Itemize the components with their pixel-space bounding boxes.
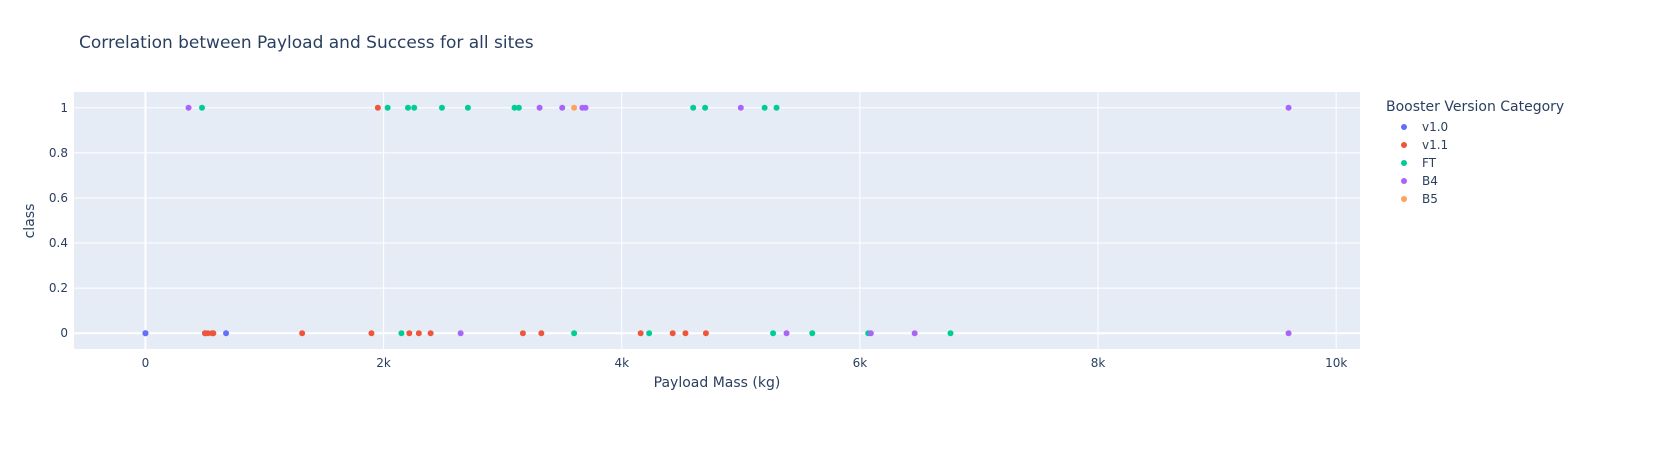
y-tick-label: 0.2: [49, 281, 68, 295]
legend-item-b5: B5: [1401, 192, 1438, 206]
legend-marker: [1401, 124, 1407, 130]
data-point-b4: [867, 330, 874, 337]
data-point-b4: [185, 104, 192, 111]
legend-item-ft: FT: [1401, 156, 1437, 170]
y-axis-ticks: 0 0.2 0.4 0.6 0.8 1: [49, 101, 68, 340]
x-tick-label: 4k: [614, 356, 629, 370]
data-point-v1-1: [210, 330, 217, 337]
legend-item-v1-1: v1.1: [1401, 138, 1448, 152]
legend-label: B5: [1422, 192, 1438, 206]
data-point-b4: [457, 330, 464, 337]
data-point-v1-1: [374, 104, 381, 111]
legend-marker: [1401, 196, 1407, 202]
y-tick-label: 0.8: [49, 146, 68, 160]
data-point-v1-1: [299, 330, 306, 337]
data-point-v1-1: [406, 330, 413, 337]
data-point-v1-1: [682, 330, 689, 337]
data-point-b5: [571, 104, 578, 111]
legend-marker: [1401, 178, 1407, 184]
y-axis-label: class: [22, 204, 38, 239]
legend-label: v1.1: [1422, 138, 1448, 152]
y-tick-label: 0.6: [49, 191, 68, 205]
data-point-b4: [911, 330, 918, 337]
data-point-ft: [690, 104, 697, 111]
data-point-v1-1: [637, 330, 644, 337]
data-point-ft: [947, 330, 954, 337]
data-point-v1-0: [223, 330, 230, 337]
y-tick-label: 0.4: [49, 236, 68, 250]
data-point-ft: [702, 104, 709, 111]
legend-label: v1.0: [1422, 120, 1448, 134]
data-point-b4: [737, 104, 744, 111]
legend-label: FT: [1422, 156, 1437, 170]
data-point-v1-1: [368, 330, 375, 337]
data-point-ft: [770, 330, 777, 337]
x-tick-label: 6k: [853, 356, 868, 370]
data-point-ft: [511, 104, 518, 111]
data-point-ft: [199, 104, 206, 111]
data-point-ft: [411, 104, 418, 111]
data-point-ft: [761, 104, 768, 111]
data-point-ft: [773, 104, 780, 111]
data-point-v1-0: [142, 330, 149, 337]
x-tick-label: 8k: [1091, 356, 1106, 370]
legend-item-v1-0: v1.0: [1401, 120, 1448, 134]
data-point-b4: [783, 330, 790, 337]
x-axis-label: Payload Mass (kg): [654, 375, 781, 391]
y-tick-label: 1: [60, 101, 68, 115]
data-point-ft: [438, 104, 445, 111]
data-point-b4: [582, 104, 589, 111]
data-point-b4: [1285, 104, 1292, 111]
data-point-v1-1: [702, 330, 709, 337]
legend-label: B4: [1422, 174, 1438, 188]
legend-title: Booster Version Category: [1386, 99, 1564, 115]
grid-lines: [74, 92, 1360, 349]
legend-marker: [1401, 142, 1407, 148]
data-point-ft: [398, 330, 405, 337]
data-point-ft: [464, 104, 471, 111]
legend-marker: [1401, 160, 1407, 166]
x-axis-ticks: 0 2k 4k 6k 8k 10k: [142, 356, 1348, 370]
data-point-b4: [559, 104, 566, 111]
x-tick-label: 0: [142, 356, 150, 370]
data-point-v1-1: [669, 330, 676, 337]
x-tick-label: 2k: [376, 356, 391, 370]
legend: Booster Version Category v1.0 v1.1 FT B4 B5: [1386, 99, 1564, 206]
data-point-ft: [571, 330, 578, 337]
data-point-b4: [536, 104, 543, 111]
data-point-v1-1: [201, 330, 208, 337]
chart-title: Correlation between Payload and Success …: [79, 33, 534, 53]
data-point-ft: [515, 104, 522, 111]
data-point-ft: [405, 104, 412, 111]
data-point-ft: [809, 330, 816, 337]
x-tick-label: 10k: [1325, 356, 1347, 370]
data-point-v1-1: [415, 330, 422, 337]
plot-area: [74, 92, 1360, 349]
data-point-b4: [1285, 330, 1292, 337]
data-point-v1-1: [519, 330, 526, 337]
y-tick-label: 0: [60, 326, 68, 340]
data-points: [142, 104, 1292, 337]
data-point-v1-1: [427, 330, 434, 337]
legend-item-b4: B4: [1401, 174, 1438, 188]
data-point-ft: [646, 330, 653, 337]
data-point-ft: [384, 104, 391, 111]
data-point-v1-1: [538, 330, 545, 337]
